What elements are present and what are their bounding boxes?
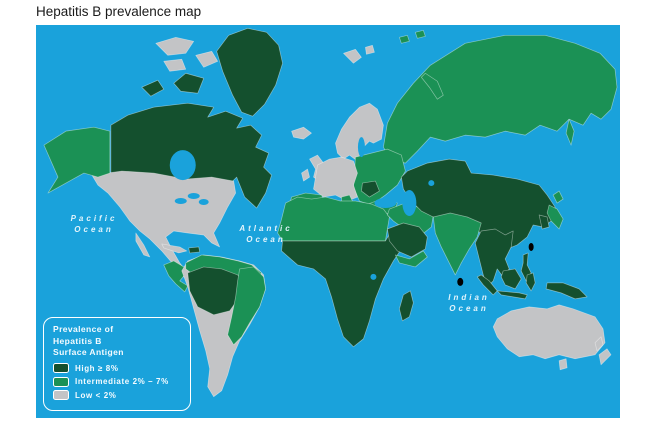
region-svalbard-2 bbox=[365, 44, 375, 55]
legend-item-label: High ≥ 8% bbox=[75, 363, 119, 373]
pacific-ocean-label: Pacific Ocean bbox=[70, 214, 118, 234]
region-arctic-island-3 bbox=[155, 36, 195, 56]
region-arctic-island-2 bbox=[141, 79, 165, 97]
region-greenland bbox=[216, 27, 283, 117]
aral-sea bbox=[428, 180, 435, 187]
region-sakhalin bbox=[565, 118, 575, 146]
baltic-sea bbox=[357, 137, 365, 158]
great-lake-2 bbox=[187, 193, 200, 200]
region-franz-josef bbox=[399, 34, 410, 44]
region-saudi-arabia bbox=[387, 222, 428, 258]
region-new-guinea bbox=[545, 282, 588, 300]
region-yemen-oman bbox=[395, 250, 428, 268]
region-baja bbox=[135, 232, 151, 258]
region-north-africa bbox=[277, 196, 390, 242]
region-russia bbox=[383, 34, 618, 164]
region-sumatra bbox=[476, 274, 498, 296]
region-taiwan bbox=[528, 242, 534, 251]
region-japan-honshu bbox=[546, 204, 564, 230]
region-usa-mexico bbox=[91, 170, 237, 278]
legend-item-label: Low < 2% bbox=[75, 390, 117, 400]
intermediate-swatch bbox=[53, 376, 69, 387]
high-swatch bbox=[53, 363, 69, 374]
legend-item-high: High ≥ 8% bbox=[53, 362, 182, 376]
legend-item-low: Low < 2% bbox=[53, 389, 182, 403]
indian-ocean-label: Indian Ocean bbox=[448, 293, 490, 313]
region-balkans bbox=[361, 180, 380, 198]
region-arctic-island-1 bbox=[173, 72, 205, 94]
region-ireland bbox=[301, 168, 310, 182]
legend-item-intermediate: Intermediate 2% – 7% bbox=[53, 375, 182, 389]
great-lake-3 bbox=[198, 199, 209, 206]
region-japan-hokkaido bbox=[552, 190, 564, 204]
region-java bbox=[496, 290, 528, 300]
hudson-bay bbox=[169, 150, 196, 181]
world-map-svg bbox=[43, 27, 618, 398]
caspian-sea bbox=[402, 190, 417, 217]
low-swatch bbox=[53, 390, 69, 401]
great-lake-1 bbox=[174, 198, 187, 205]
page-title: Hepatitis B prevalence map bbox=[36, 4, 202, 19]
region-borneo bbox=[500, 268, 522, 290]
region-novaya-zemlya bbox=[420, 72, 444, 100]
region-franz-josef-2 bbox=[415, 29, 426, 39]
black-sea bbox=[374, 198, 397, 209]
region-scandinavia bbox=[335, 102, 384, 162]
atlantic-ocean-label: Atlantic Ocean bbox=[239, 224, 293, 244]
region-arctic-island-5 bbox=[163, 58, 187, 72]
region-brazil-east bbox=[227, 266, 266, 346]
region-alaska bbox=[43, 126, 111, 194]
legend-title: Prevalence of Hepatitis B Surface Antige… bbox=[53, 324, 124, 357]
region-india bbox=[432, 212, 482, 276]
region-madagascar bbox=[399, 290, 414, 322]
lake-victoria bbox=[370, 273, 377, 280]
region-cuba bbox=[161, 243, 188, 254]
legend-item-label: Intermediate 2% – 7% bbox=[75, 377, 169, 387]
region-tasmania bbox=[558, 358, 568, 371]
legend: Prevalence of Hepatitis B Surface Antige… bbox=[43, 317, 191, 411]
region-nz-north bbox=[594, 336, 604, 352]
region-arctic-island-4 bbox=[195, 50, 219, 68]
region-nz-south bbox=[598, 348, 612, 366]
region-east-europe bbox=[353, 148, 406, 206]
region-korea bbox=[538, 214, 550, 230]
region-hispaniola bbox=[188, 246, 201, 254]
region-svalbard bbox=[343, 48, 362, 64]
region-sulawesi bbox=[525, 272, 536, 292]
region-central-asia-china bbox=[401, 158, 556, 250]
region-subsaharan-africa bbox=[281, 230, 402, 348]
world-map: Pacific Ocean Atlantic Ocean Indian Ocea… bbox=[36, 25, 620, 418]
region-australia bbox=[492, 304, 606, 360]
region-west-europe bbox=[313, 156, 358, 202]
region-sri-lanka bbox=[457, 277, 464, 286]
region-iceland bbox=[291, 126, 312, 140]
